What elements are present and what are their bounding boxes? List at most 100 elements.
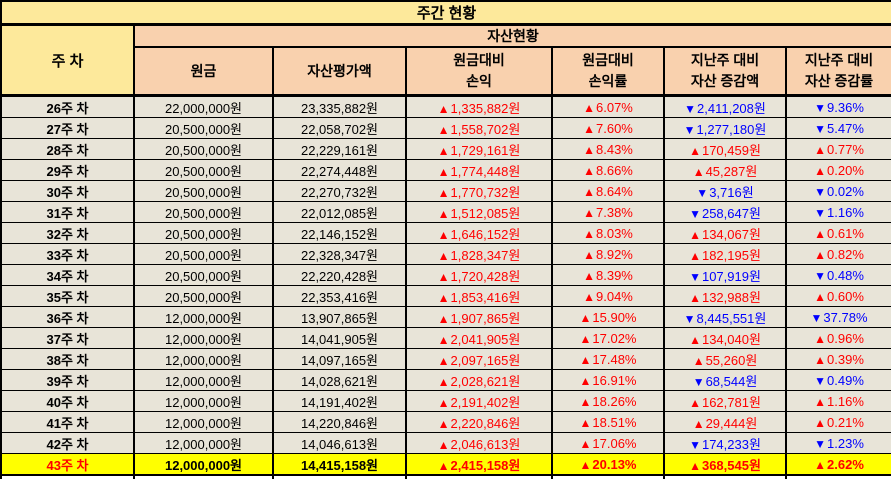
table-row: 35주 차 20,500,000원 22,353,416원 ▲1,853,416원 ▲9… <box>0 285 891 307</box>
week-cell: 39주 차 <box>0 369 135 391</box>
profit-loss-cell: ▲1,853,416원 <box>405 285 553 307</box>
up-arrow-icon: ▲ <box>437 101 450 116</box>
column-header-change-rate: 지난주 대비 자산 증감률 <box>784 46 891 97</box>
profit-loss-rate-cell: ▲20.13% <box>551 453 665 476</box>
week-cell: 42주 차 <box>0 432 135 454</box>
up-arrow-icon: ▲ <box>579 415 592 430</box>
change-rate-cell: ▼9.36% <box>784 95 891 118</box>
up-arrow-icon: ▲ <box>437 206 450 221</box>
week-cell: 32주 차 <box>0 222 135 244</box>
down-arrow-icon: ▼ <box>814 268 827 283</box>
change-rate-cell: ▼0.48% <box>784 264 891 286</box>
up-arrow-icon: ▲ <box>814 289 827 304</box>
up-arrow-icon: ▲ <box>814 142 827 157</box>
change-rate-cell: ▼0.49% <box>784 369 891 391</box>
up-arrow-icon: ▲ <box>583 247 595 262</box>
up-arrow-icon: ▲ <box>437 143 450 158</box>
week-cell: 33주 차 <box>0 243 135 265</box>
principal-cell: 12,000,000원 <box>133 369 274 391</box>
week-cell: 41주 차 <box>0 411 135 433</box>
principal-cell: 12,000,000원 <box>133 306 274 328</box>
column-header-principal: 원금 <box>133 46 274 97</box>
up-arrow-icon: ▲ <box>689 290 701 305</box>
profit-loss-cell: ▲1,729,161원 <box>405 138 553 160</box>
partial-cell <box>551 474 665 479</box>
down-arrow-icon: ▼ <box>683 122 696 137</box>
up-arrow-icon: ▲ <box>583 205 595 220</box>
down-arrow-icon: ▼ <box>684 101 697 116</box>
up-arrow-icon: ▲ <box>814 331 827 346</box>
profit-loss-cell: ▲2,415,158원 <box>405 453 553 476</box>
profit-loss-cell: ▲1,828,347원 <box>405 243 553 265</box>
valuation-cell: 14,220,846원 <box>272 411 407 433</box>
week-cell: 36주 차 <box>0 306 135 328</box>
change-amount-cell: ▼68,544원 <box>663 369 787 391</box>
up-arrow-icon: ▲ <box>437 437 450 452</box>
up-arrow-icon: ▲ <box>689 395 701 410</box>
profit-loss-rate-cell: ▲8.03% <box>551 222 665 244</box>
principal-cell: 20,500,000원 <box>133 201 274 223</box>
profit-loss-cell: ▲1,774,448원 <box>405 159 553 181</box>
change-amount-cell: ▲368,545원 <box>663 453 787 476</box>
profit-loss-rate-cell: ▲6.07% <box>551 95 665 118</box>
profit-loss-rate-cell: ▲8.64% <box>551 180 665 202</box>
profit-loss-rate-cell: ▲7.38% <box>551 201 665 223</box>
valuation-cell: 22,146,152원 <box>272 222 407 244</box>
up-arrow-icon: ▲ <box>437 458 450 473</box>
partial-next-row <box>0 474 891 479</box>
change-rate-cell: ▼1.23% <box>784 432 891 454</box>
up-arrow-icon: ▲ <box>437 227 450 242</box>
table-row: 36주 차 12,000,000원 13,907,865원 ▲1,907,865원 ▲1… <box>0 306 891 328</box>
change-amount-cell: ▲55,260원 <box>663 348 787 370</box>
column-header-line: 자산 증감률 <box>804 73 874 89</box>
change-rate-cell: ▲0.96% <box>784 327 891 349</box>
column-header-line: 원금대비 <box>453 52 505 68</box>
down-arrow-icon: ▼ <box>696 185 709 200</box>
table-row: 39주 차 12,000,000원 14,028,621원 ▲2,028,621원 ▲1… <box>0 369 891 391</box>
change-rate-cell: ▲0.39% <box>784 348 891 370</box>
column-header-week: 주 차 <box>0 24 135 97</box>
up-arrow-icon: ▲ <box>814 226 827 241</box>
up-arrow-icon: ▲ <box>437 185 450 200</box>
profit-loss-rate-cell: ▲17.48% <box>551 348 665 370</box>
table-row: 31주 차 20,500,000원 22,012,085원 ▲1,512,085원 ▲7… <box>0 201 891 223</box>
change-amount-cell: ▲134,067원 <box>663 222 787 244</box>
table-row: 28주 차 20,500,000원 22,229,161원 ▲1,729,161원 ▲8… <box>0 138 891 160</box>
partial-cell <box>133 474 274 479</box>
down-arrow-icon: ▼ <box>810 310 823 325</box>
up-arrow-icon: ▲ <box>437 374 450 389</box>
up-arrow-icon: ▲ <box>437 164 450 179</box>
change-rate-cell: ▲0.60% <box>784 285 891 307</box>
profit-loss-rate-cell: ▲7.60% <box>551 117 665 139</box>
page-title: 주간 현황 <box>0 0 891 26</box>
partial-cell <box>663 474 787 479</box>
column-header-line: 손익률 <box>588 73 628 89</box>
up-arrow-icon: ▲ <box>583 142 595 157</box>
valuation-cell: 22,274,448원 <box>272 159 407 181</box>
principal-cell: 20,500,000원 <box>133 138 274 160</box>
up-arrow-icon: ▲ <box>689 248 701 263</box>
valuation-cell: 13,907,865원 <box>272 306 407 328</box>
up-arrow-icon: ▲ <box>689 143 701 158</box>
group-header-asset-status: 자산현황 <box>132 24 891 48</box>
up-arrow-icon: ▲ <box>579 352 592 367</box>
profit-loss-cell: ▲2,028,621원 <box>405 369 553 391</box>
up-arrow-icon: ▲ <box>814 247 827 262</box>
table-row: 38주 차 12,000,000원 14,097,165원 ▲2,097,165원 ▲1… <box>0 348 891 370</box>
valuation-cell: 14,191,402원 <box>272 390 407 412</box>
valuation-cell: 22,270,732원 <box>272 180 407 202</box>
change-rate-cell: ▼0.02% <box>784 180 891 202</box>
title-row: 주간 현황 <box>0 0 891 26</box>
profit-loss-rate-cell: ▲8.92% <box>551 243 665 265</box>
change-rate-cell: ▲0.21% <box>784 411 891 433</box>
profit-loss-rate-cell: ▲8.39% <box>551 264 665 286</box>
up-arrow-icon: ▲ <box>579 436 592 451</box>
week-cell: 28주 차 <box>0 138 135 160</box>
profit-loss-cell: ▲2,097,165원 <box>405 348 553 370</box>
profit-loss-rate-cell: ▲15.90% <box>551 306 665 328</box>
down-arrow-icon: ▼ <box>683 311 696 326</box>
principal-cell: 20,500,000원 <box>133 159 274 181</box>
up-arrow-icon: ▲ <box>437 248 450 263</box>
change-amount-cell: ▼8,445,551원 <box>663 306 787 328</box>
week-cell: 40주 차 <box>0 390 135 412</box>
